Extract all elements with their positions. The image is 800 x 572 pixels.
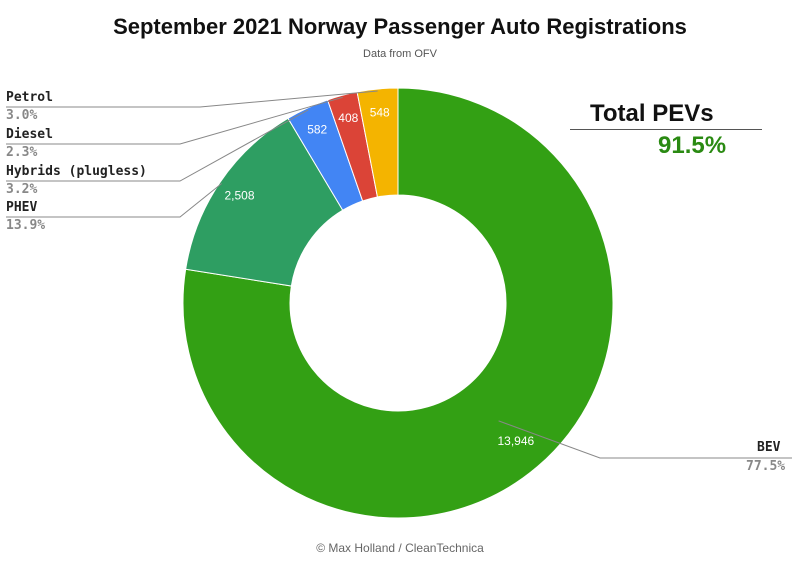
slice-value-hybrids-plugless: 582 [307,122,327,136]
legend-pct-diesel: 2.3% [6,145,38,160]
legend-name-diesel: Diesel [6,127,53,142]
legend-pct-phev: 13.9% [6,218,46,233]
total-pevs-value: 91.5% [658,132,727,159]
leader-line-hybrids-plugless [6,109,309,182]
slice-bev [182,87,614,519]
legend-name-hybrids: Hybrids (plugless) [6,164,147,179]
chart-subtitle: Data from OFV [363,48,437,60]
slices-group [182,87,614,519]
credit-text: © Max Holland / CleanTechnica [316,541,484,555]
legend-pct-bev: 77.5% [746,459,786,474]
leader-line-bev [498,420,792,459]
legend-pct-petrol: 3.0% [6,108,38,123]
slice-petrol [356,87,399,198]
slice-labels-group: 13,946 2,508 582 408 548 [224,105,534,448]
leader-line-petrol [6,90,378,108]
legend-name-phev: PHEV [6,200,38,215]
slice-value-petrol: 548 [370,105,390,119]
total-pevs-divider [570,129,762,130]
legend-name-bev: BEV [757,440,781,455]
leader-line-phev [6,183,223,218]
leader-line-diesel [6,96,343,145]
slice-value-diesel: 408 [338,111,358,125]
total-pevs-label: Total PEVs [590,100,714,127]
chart-title: September 2021 Norway Passenger Auto Reg… [113,14,687,39]
leader-lines-group [6,90,792,459]
legend-pct-hybrids: 3.2% [6,182,38,197]
slice-phev [185,117,344,287]
legend-name-petrol: Petrol [6,90,53,105]
slice-value-bev: 13,946 [497,434,534,448]
slice-value-phev: 2,508 [224,189,254,203]
